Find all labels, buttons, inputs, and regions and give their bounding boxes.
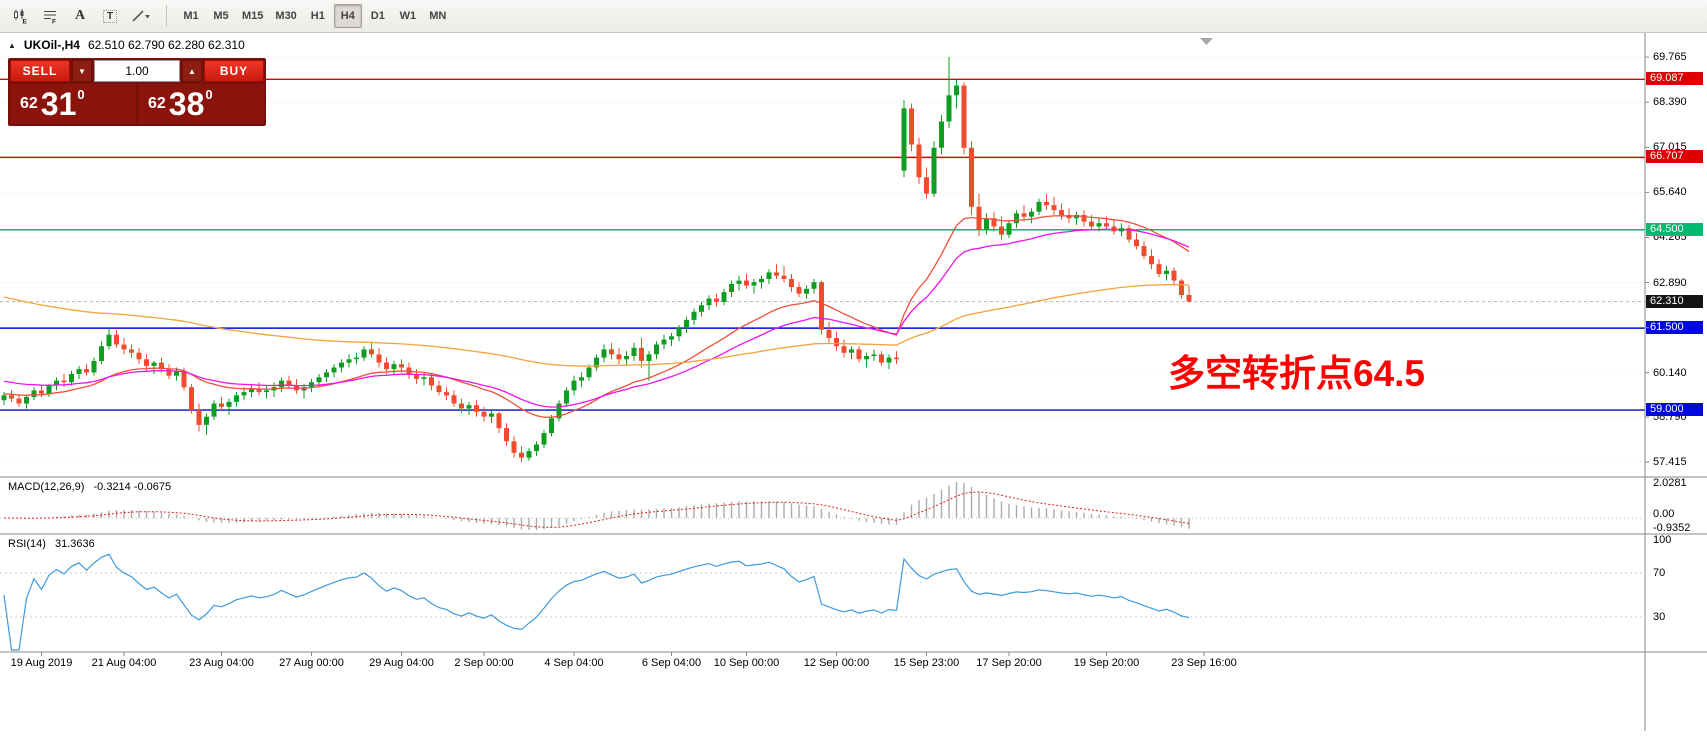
price-level-badge: 64.500 bbox=[1646, 222, 1703, 236]
time-axis-label: 19 Sep 20:00 bbox=[1073, 657, 1140, 669]
bid-price-display[interactable]: 62 31 0 bbox=[10, 84, 136, 124]
time-axis-label: 27 Aug 00:00 bbox=[279, 657, 344, 669]
price-level-badge: 66.707 bbox=[1646, 150, 1703, 164]
bid-price-big: 31 bbox=[40, 86, 77, 122]
chart-window[interactable]: 69.76568.39067.01565.64064.26562.89061.5… bbox=[0, 33, 1707, 731]
timeframe-mn-button[interactable]: MN bbox=[424, 4, 452, 28]
macd-axis-label: 2.0281 bbox=[1653, 477, 1687, 489]
timeframe-d1-button[interactable]: D1 bbox=[364, 4, 392, 28]
text-label-icon[interactable]: A bbox=[66, 4, 94, 28]
chart-type-candles-icon[interactable]: E bbox=[6, 4, 34, 28]
time-axis-label: 6 Sep 04:00 bbox=[641, 657, 702, 669]
time-axis-label: 23 Sep 16:00 bbox=[1171, 657, 1237, 669]
time-axis-label: 17 Sep 20:00 bbox=[976, 657, 1042, 669]
time-axis-label: 12 Sep 00:00 bbox=[803, 657, 870, 669]
timeframe-m1-button[interactable]: M1 bbox=[177, 4, 205, 28]
text-box-icon[interactable]: T bbox=[96, 4, 124, 28]
macd-indicator-label: MACD(12,26,9) -0.3214 -0.0675 bbox=[8, 481, 171, 493]
rsi-axis-label: 70 bbox=[1653, 567, 1666, 579]
toolbar-separator bbox=[166, 5, 167, 27]
price-level-badge: 62.310 bbox=[1646, 294, 1703, 308]
bid-price-sup: 0 bbox=[77, 86, 85, 102]
time-axis-label: 15 Sep 23:00 bbox=[893, 657, 960, 669]
time-axis-label: 21 Aug 04:00 bbox=[91, 657, 157, 669]
trade-panel-prices: 62 31 0 62 38 0 bbox=[10, 84, 264, 124]
price-level-badge: 69.087 bbox=[1646, 72, 1703, 86]
time-axis[interactable]: 19 Aug 2019 21 Aug 04:00 23 Aug 04:00 27 Au… bbox=[0, 652, 1645, 731]
rsi-name: RSI(14) bbox=[8, 538, 46, 550]
rsi-axis-label: 30 bbox=[1653, 611, 1666, 623]
time-axis-label: 10 Sep 00:00 bbox=[713, 657, 780, 669]
price-tick-label: 69.765 bbox=[1653, 51, 1687, 64]
svg-text:E: E bbox=[23, 19, 28, 25]
price-level-badge: 59.000 bbox=[1646, 403, 1703, 417]
bid-price-prefix: 62 bbox=[20, 95, 38, 112]
one-click-trading-panel: SELL ▼ ▲ BUY 62 31 0 62 38 0 bbox=[8, 58, 266, 126]
timeframe-h4-button[interactable]: H4 bbox=[333, 4, 362, 28]
timeframe-m5-button[interactable]: M5 bbox=[207, 4, 235, 28]
timeframe-h1-button[interactable]: H1 bbox=[304, 4, 332, 28]
price-axis[interactable]: 69.76568.39067.01565.64064.26562.89061.5… bbox=[1645, 33, 1707, 731]
ask-price-prefix: 62 bbox=[148, 95, 166, 112]
symbol-timeframe-label: UKOil-,H4 bbox=[23, 38, 80, 52]
macd-axis-label: 0.00 bbox=[1653, 507, 1675, 520]
volume-dropdown-icon[interactable]: ▼ bbox=[72, 60, 92, 82]
rsi-value: 31.3636 bbox=[54, 538, 95, 550]
one-click-collapse-icon[interactable]: ▲ bbox=[8, 40, 16, 50]
timeframe-m30-button[interactable]: M30 bbox=[270, 4, 301, 28]
price-tick-label: 62.890 bbox=[1653, 276, 1687, 289]
time-axis-label: 2 Sep 00:00 bbox=[454, 657, 514, 669]
trendline-tools-icon[interactable] bbox=[126, 4, 156, 28]
macd-axis-label: -0.9352 bbox=[1653, 522, 1691, 534]
sell-button[interactable]: SELL bbox=[10, 60, 70, 82]
price-tick-label: 57.415 bbox=[1653, 456, 1687, 469]
price-tick-label: 60.140 bbox=[1653, 366, 1687, 379]
price-tick-label: 65.640 bbox=[1653, 186, 1687, 199]
chart-symbol-header: ▲ UKOil-,H4 62.510 62.790 62.280 62.310 bbox=[8, 38, 245, 52]
svg-text:F: F bbox=[52, 19, 56, 25]
buy-button[interactable]: BUY bbox=[204, 60, 264, 82]
ask-price-sup: 0 bbox=[205, 86, 213, 102]
time-axis-label: 19 Aug 2019 bbox=[10, 657, 73, 669]
time-axis-label: 4 Sep 04:00 bbox=[544, 657, 604, 669]
price-chart-canvas[interactable] bbox=[0, 33, 1707, 731]
rsi-axis-label: 100 bbox=[1653, 534, 1672, 546]
price-level-badge: 61.500 bbox=[1646, 321, 1703, 335]
ask-price-display[interactable]: 62 38 0 bbox=[138, 84, 264, 124]
indicators-grid-icon[interactable]: F bbox=[36, 4, 64, 28]
macd-values: -0.3214 -0.0675 bbox=[93, 481, 172, 493]
chart-text-annotation: 多空转折点64.5 bbox=[1168, 353, 1426, 394]
ohlc-readout: 62.510 62.790 62.280 62.310 bbox=[87, 38, 245, 52]
timeframe-m15-button[interactable]: M15 bbox=[237, 4, 268, 28]
price-tick-label: 67.015 bbox=[1653, 141, 1687, 154]
timeframe-button-group: M1 M5 M15 M30 H1 H4 D1 W1 MN bbox=[177, 4, 452, 28]
ask-price-big: 38 bbox=[168, 86, 205, 122]
macd-name: MACD(12,26,9) bbox=[8, 481, 85, 493]
trade-panel-controls: SELL ▼ ▲ BUY bbox=[10, 60, 264, 82]
volume-spin-up-icon[interactable]: ▲ bbox=[182, 60, 202, 82]
time-axis-label: 29 Aug 04:00 bbox=[369, 657, 434, 669]
price-tick-label: 68.390 bbox=[1653, 96, 1687, 109]
rsi-indicator-label: RSI(14) 31.3636 bbox=[8, 538, 95, 550]
volume-input[interactable] bbox=[94, 60, 180, 82]
timeframe-w1-button[interactable]: W1 bbox=[394, 4, 422, 28]
time-axis-label: 23 Aug 04:00 bbox=[189, 657, 254, 669]
